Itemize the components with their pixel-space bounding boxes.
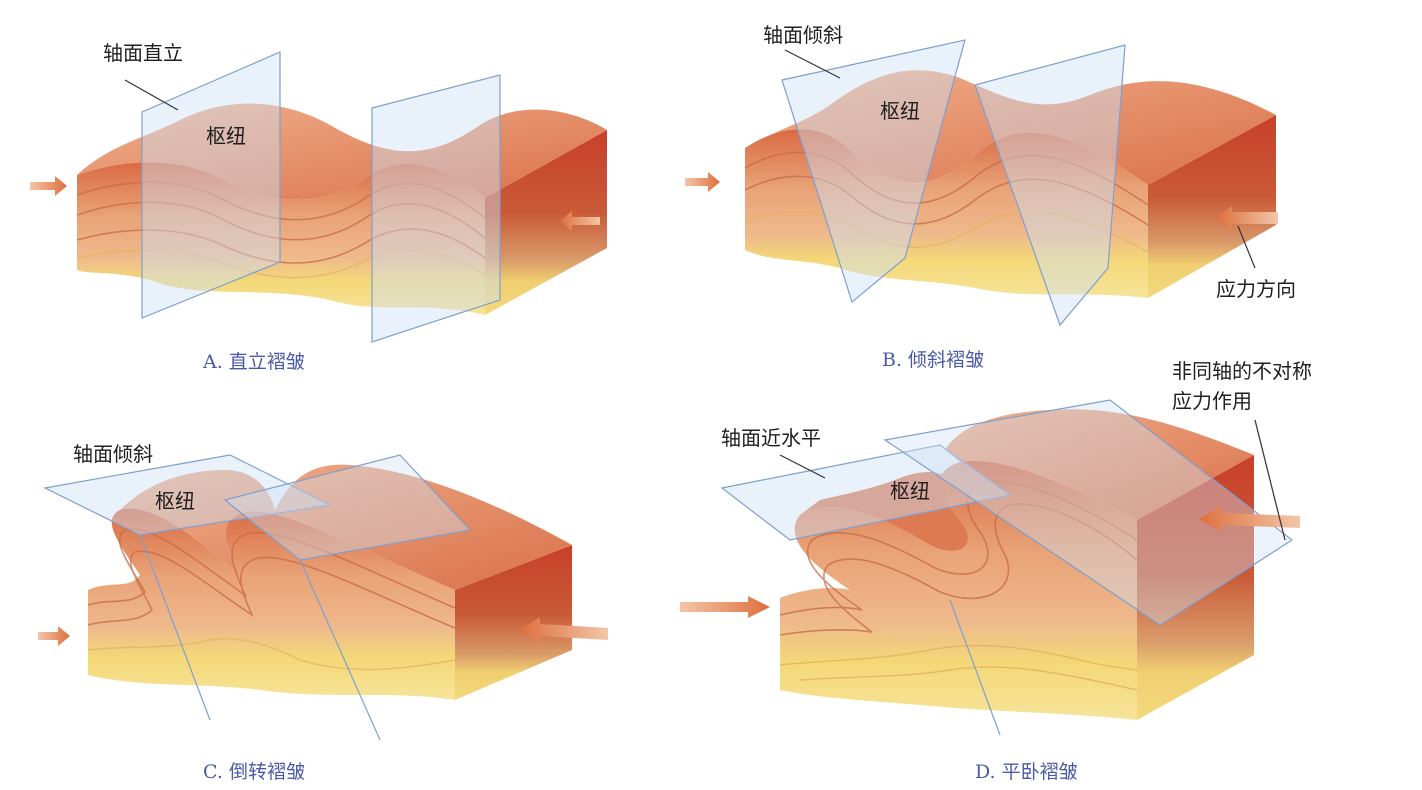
block-side-face — [485, 130, 607, 315]
leader-line — [779, 454, 826, 479]
block-side-face — [1148, 115, 1276, 298]
axial-plane-label: 轴面倾斜 — [73, 442, 153, 466]
stress-label-line2: 应力作用 — [1172, 389, 1252, 413]
hinge-label: 枢纽 — [890, 479, 930, 503]
axial-plane-label: 轴面直立 — [103, 41, 183, 65]
axial-plane — [299, 559, 381, 741]
caption: B. 倾斜褶皱 — [882, 349, 984, 371]
stress-label-line1: 非同轴的不对称 — [1172, 359, 1312, 383]
axial-plane — [781, 39, 966, 304]
block-top-surface — [945, 409, 1254, 520]
axial-plane — [223, 454, 472, 561]
leader-line — [124, 79, 179, 111]
stress-arrow — [520, 617, 608, 643]
leader-line — [1237, 225, 1256, 269]
block-top-surface — [800, 472, 969, 551]
axial-plane — [139, 534, 211, 721]
axial-plane-label: 轴面倾斜 — [763, 23, 843, 47]
stress-arrow — [680, 596, 770, 618]
stress-arrow — [1216, 206, 1278, 230]
axial-plane-label: 轴面近水平 — [721, 426, 821, 450]
stress-arrow — [30, 176, 67, 196]
panel-a: 轴面直立 枢纽 A. 直立褶皱 — [30, 41, 607, 373]
stress-direction-label: 应力方向 — [1216, 277, 1296, 301]
panel-d: 轴面近水平 枢纽 非同轴的不对称 应力作用 D. 平卧褶皱 — [680, 359, 1312, 783]
axial-plane — [720, 444, 1012, 541]
panel-c: 轴面倾斜 枢纽 C. 倒转褶皱 — [38, 442, 608, 783]
caption: A. 直立褶皱 — [202, 351, 305, 373]
axial-plane — [371, 74, 501, 343]
hinge-label: 枢纽 — [155, 489, 195, 513]
hinge-label: 枢纽 — [880, 99, 920, 123]
block-front-face — [745, 129, 1148, 298]
block-top-surface — [745, 70, 1276, 185]
leader-line — [1254, 419, 1286, 541]
stress-arrow — [560, 211, 600, 231]
panel-b: 轴面倾斜 枢纽 应力方向 B. 倾斜褶皱 — [685, 23, 1296, 371]
axial-plane — [949, 599, 1001, 736]
axial-plane — [141, 51, 281, 319]
leader-line — [784, 49, 841, 79]
block-side-face — [455, 545, 572, 700]
stress-arrow — [1198, 506, 1300, 532]
block-top-surface — [77, 103, 607, 200]
axial-plane — [883, 399, 1294, 626]
stress-arrow — [38, 626, 70, 646]
caption: D. 平卧褶皱 — [975, 761, 1078, 783]
caption: C. 倒转褶皱 — [203, 761, 305, 783]
hinge-label: 枢纽 — [206, 124, 246, 148]
block-top-surface — [120, 464, 572, 590]
block-front-face — [88, 508, 455, 700]
axial-plane — [974, 44, 1126, 327]
stress-arrow — [685, 172, 720, 192]
block-front-face — [780, 460, 1137, 720]
axial-plane — [43, 454, 332, 536]
